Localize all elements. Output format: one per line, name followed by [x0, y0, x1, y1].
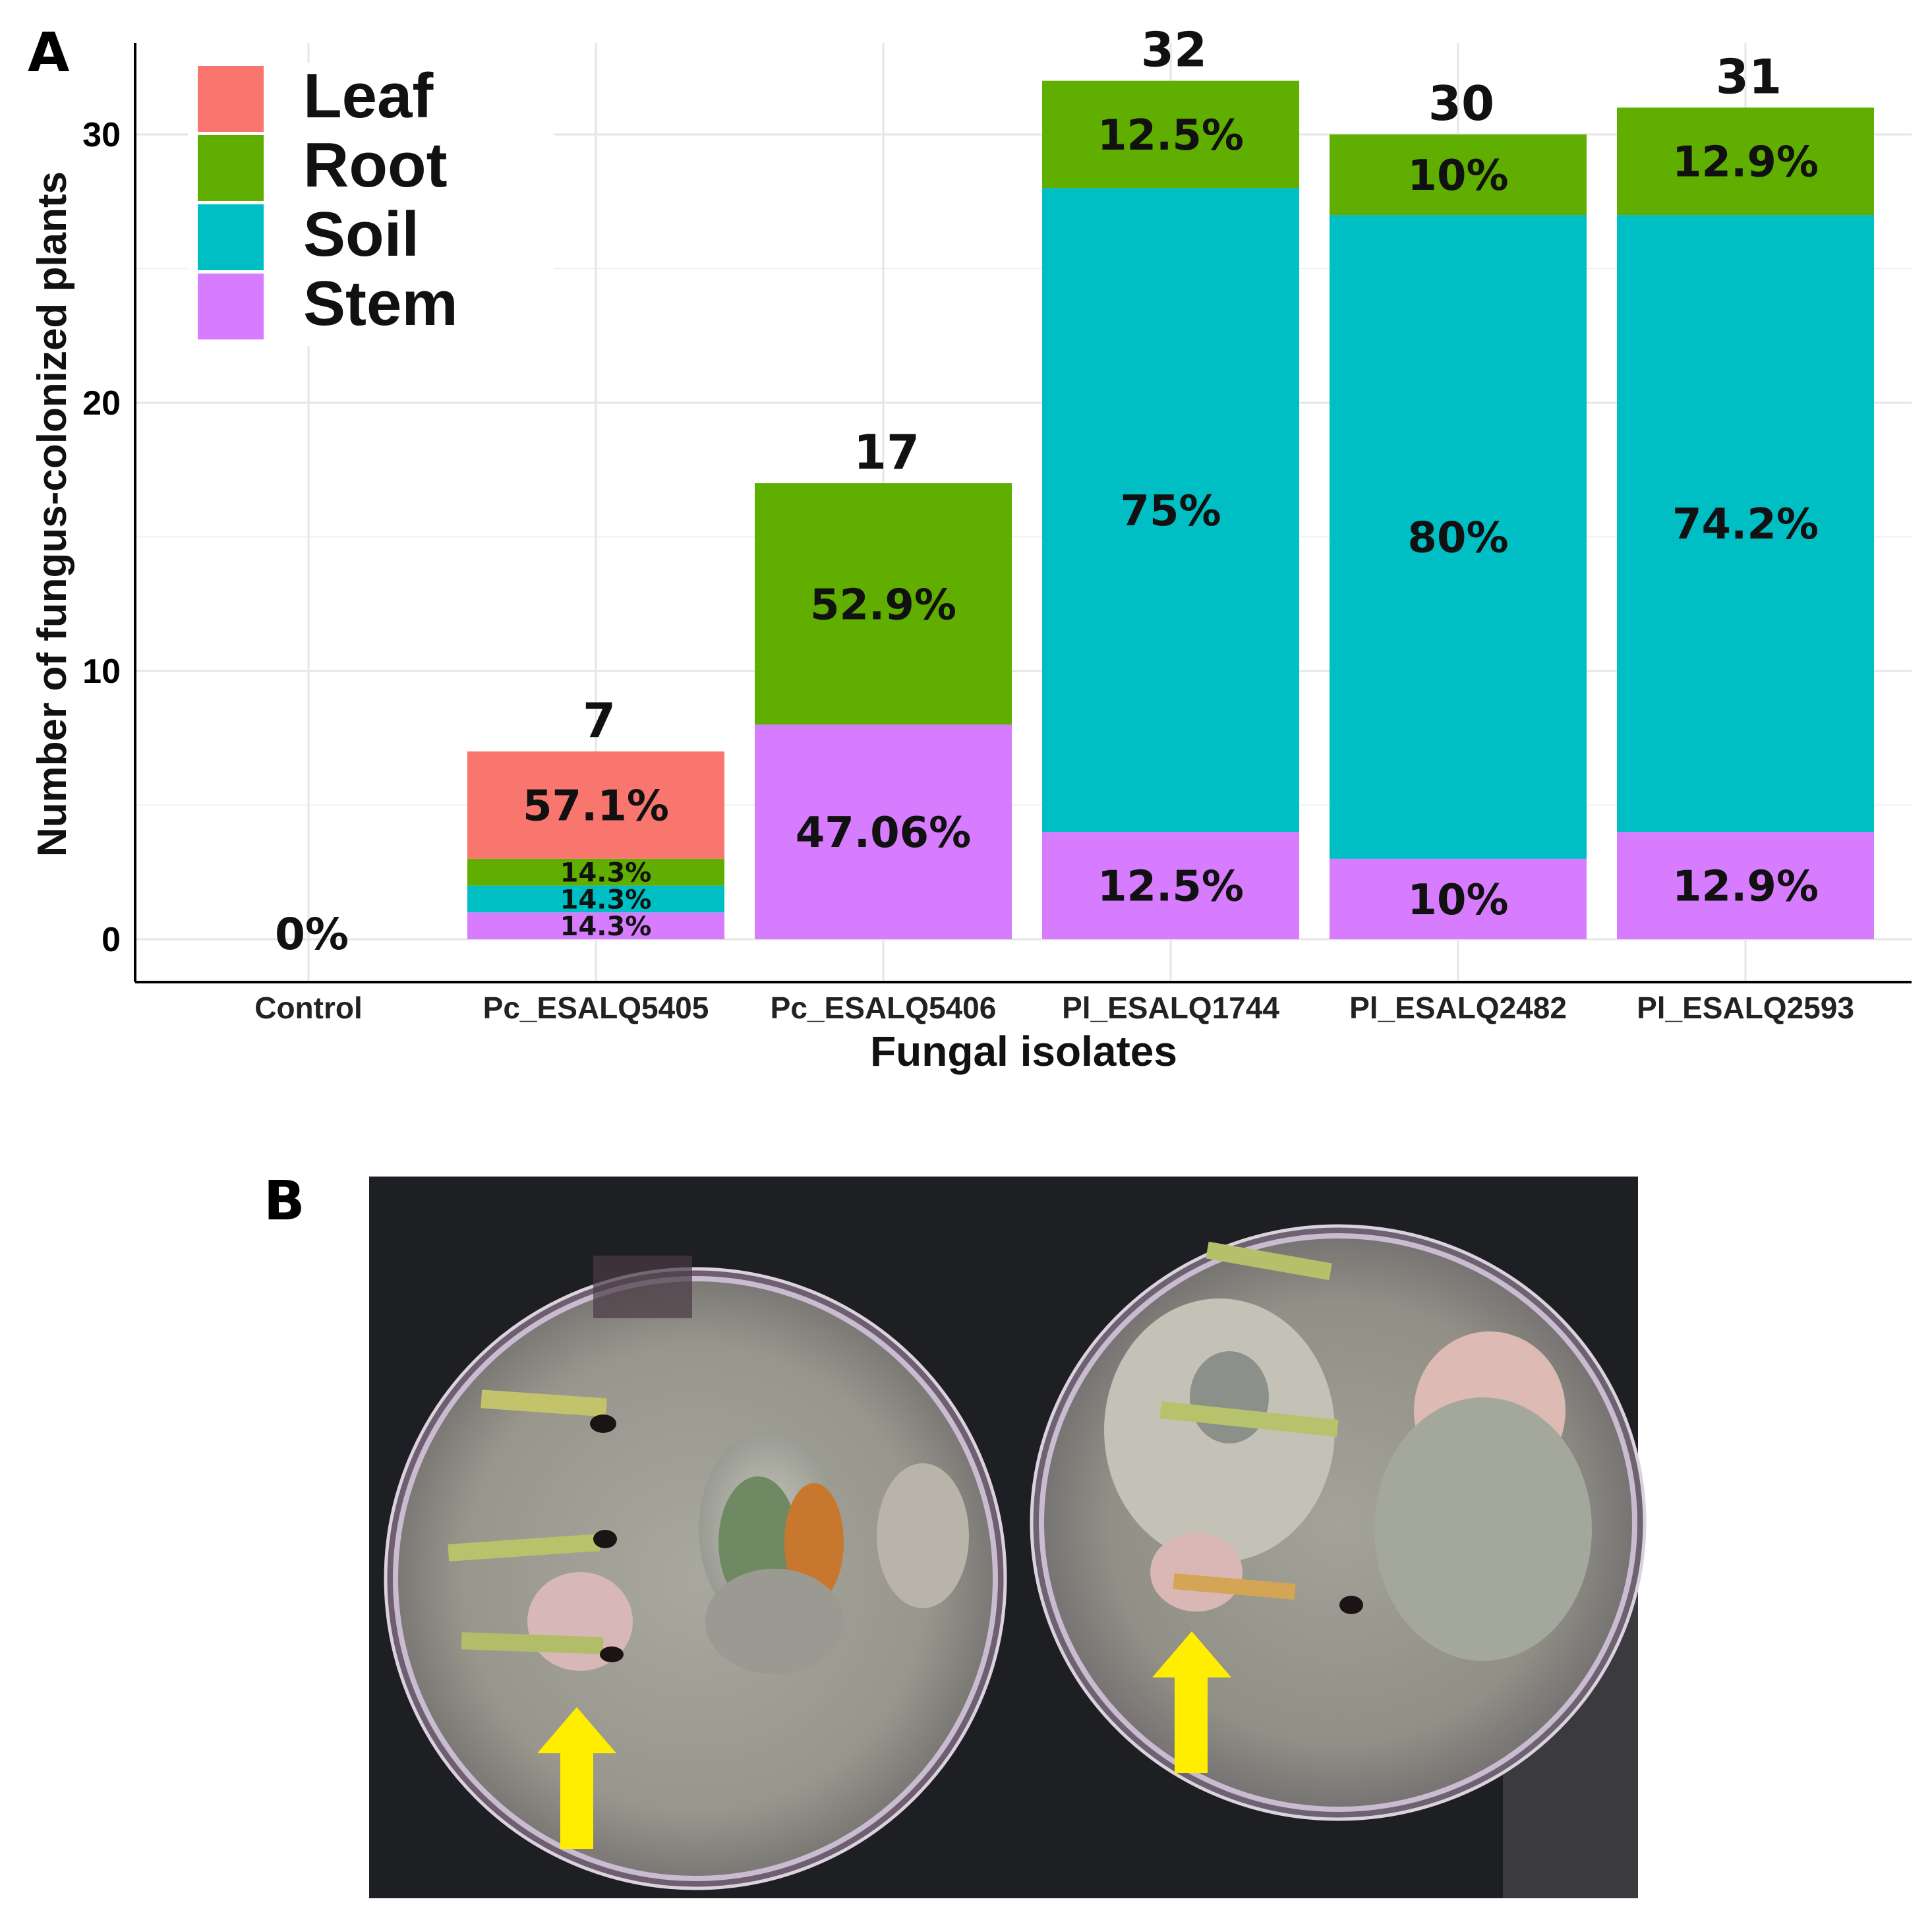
total-label: 31	[1716, 49, 1782, 104]
legend-label: Stem	[303, 268, 458, 339]
x-tick-label: Pc_ESALQ5405	[483, 991, 709, 1025]
chart-bars	[467, 80, 1874, 939]
y-tick-label: 0	[102, 921, 121, 959]
legend-label: Leaf	[303, 61, 434, 131]
x-tick-label: Pc_ESALQ5406	[771, 991, 997, 1025]
y-axis-title: Number of fungus-colonized plants	[30, 171, 75, 857]
bar-soil	[467, 885, 724, 913]
data-label: 14.3%	[560, 858, 652, 888]
bar-soil	[1042, 188, 1299, 832]
legend-swatch	[198, 204, 264, 270]
bar-leaf	[467, 751, 724, 859]
data-label: 10%	[1407, 152, 1508, 200]
y-tick-label: 30	[82, 116, 121, 154]
total-label: 30	[1428, 76, 1494, 131]
data-label: 75%	[1120, 487, 1221, 536]
petri-dish-left	[384, 1256, 1007, 1890]
bar-stem	[1042, 832, 1299, 939]
bar-stem	[467, 912, 724, 939]
total-label: 17	[854, 424, 920, 480]
x-tick-label: Control	[254, 991, 363, 1025]
data-label: 47.06%	[796, 809, 972, 858]
empty-label: 0%	[275, 909, 349, 960]
bar-stem	[755, 724, 1012, 939]
data-label: 12.5%	[1098, 863, 1244, 912]
chart-axes: 0 10 20 30 Control Pc_ESALQ5405 Pc_ESALQ5406 Pl…	[30, 43, 1912, 1075]
data-label: 12.9%	[1672, 863, 1819, 912]
chart-labels: 0% 14.3%14.3%14.3%57.1%747.06%52.9%1712.5…	[275, 22, 1819, 960]
total-label: 32	[1141, 22, 1207, 78]
legend-swatch	[198, 274, 264, 339]
data-label: 12.9%	[1672, 138, 1819, 187]
arrow-icon-left	[537, 1707, 616, 1849]
legend-swatch	[198, 66, 264, 132]
y-tick-label: 10	[82, 653, 121, 691]
panel-a-label: A	[28, 22, 70, 84]
bar-soil	[1330, 215, 1587, 859]
bar-root	[1330, 134, 1587, 216]
bar-root	[755, 483, 1012, 725]
x-tick-label: Pl_ESALQ2593	[1637, 991, 1854, 1025]
data-label: 57.1%	[523, 782, 669, 831]
data-label: 52.9%	[810, 581, 956, 629]
x-axis-title: Fungal isolates	[870, 1028, 1177, 1075]
total-label: 7	[583, 693, 616, 748]
legend-swatch	[198, 135, 264, 201]
legend-label: Root	[303, 130, 448, 200]
bar-root	[1042, 80, 1299, 189]
arrow-icon-right	[1152, 1631, 1231, 1773]
data-label: 12.5%	[1098, 111, 1244, 160]
data-label: 14.3%	[560, 885, 652, 915]
x-tick-label: Pl_ESALQ1744	[1062, 991, 1279, 1025]
bar-root	[1617, 107, 1874, 216]
y-tick-label: 20	[82, 384, 121, 422]
bar-soil	[1617, 215, 1874, 832]
bar-root	[467, 858, 724, 886]
stacked-bar-chart: 0 10 20 30 Control Pc_ESALQ5405 Pc_ESALQ5406 Pl…	[30, 22, 1912, 1075]
legend-label: Soil	[303, 199, 419, 270]
bar-stem	[1330, 858, 1587, 939]
data-label: 74.2%	[1672, 500, 1819, 549]
bar-stem	[1617, 832, 1874, 939]
data-label: 10%	[1407, 876, 1508, 925]
data-label: 14.3%	[560, 912, 652, 942]
x-tick-label: Pl_ESALQ2482	[1349, 991, 1567, 1025]
petri-dish-right	[1030, 1224, 1647, 1821]
data-label: 80%	[1407, 514, 1508, 563]
panel-b-label: B	[264, 1170, 305, 1233]
